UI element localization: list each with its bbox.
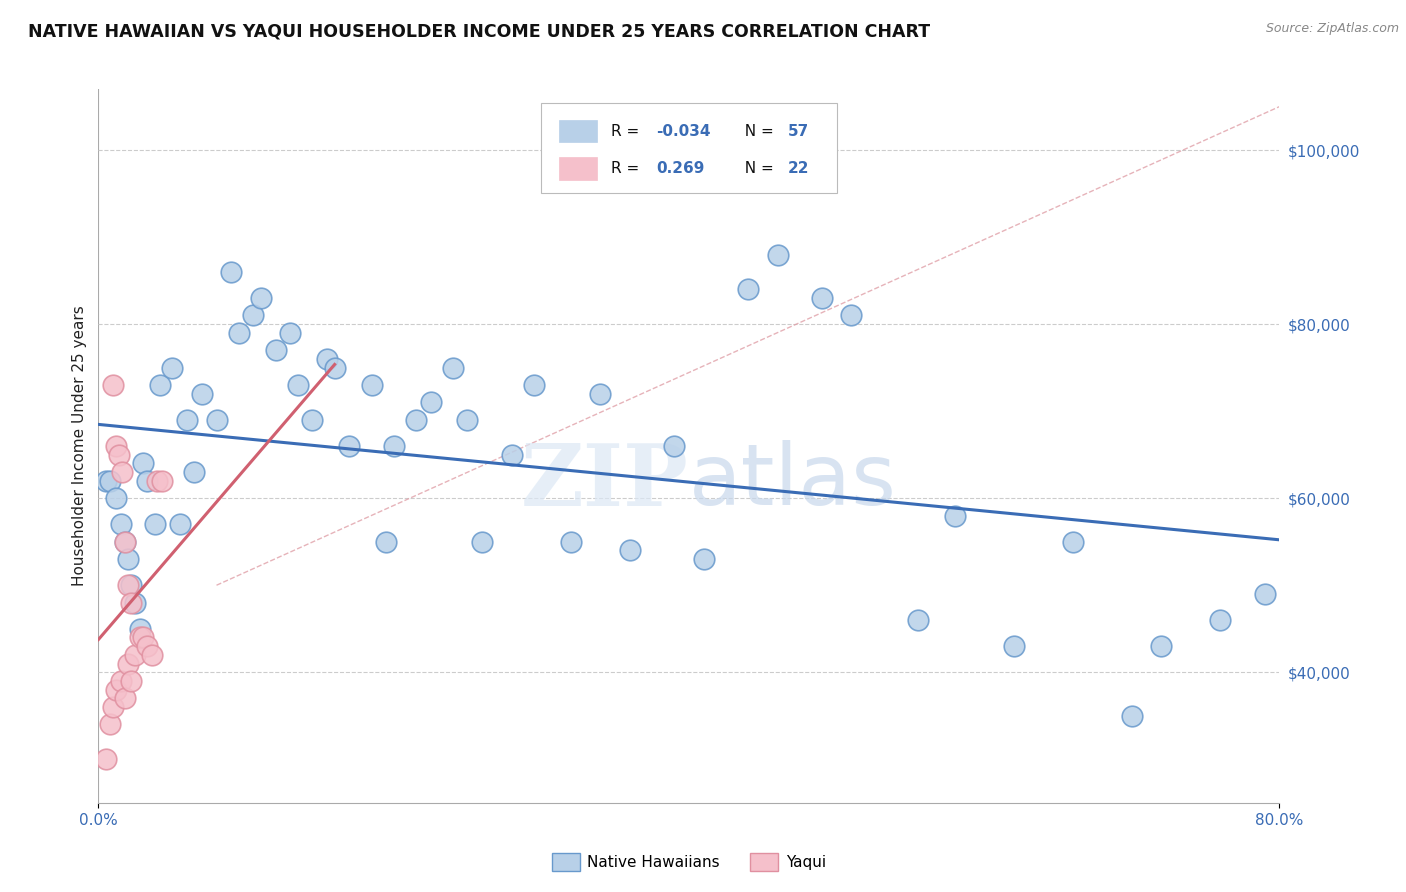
Point <box>375 534 398 549</box>
Text: ZIP: ZIP <box>522 440 689 524</box>
Bar <box>560 120 596 143</box>
Point <box>128 622 150 636</box>
Point <box>108 448 131 462</box>
Point <box>323 360 346 375</box>
Point <box>664 439 686 453</box>
Point <box>219 265 242 279</box>
Point <box>146 474 169 488</box>
Text: -0.034: -0.034 <box>655 123 710 138</box>
Point <box>907 613 929 627</box>
Point <box>287 378 309 392</box>
Point <box>471 534 494 549</box>
Point <box>943 508 966 523</box>
Bar <box>560 157 596 180</box>
Point <box>1002 639 1025 653</box>
Point <box>110 673 132 688</box>
Point <box>228 326 250 340</box>
Point <box>117 552 139 566</box>
Point <box>205 413 228 427</box>
Point <box>136 639 159 653</box>
Text: 57: 57 <box>789 123 810 138</box>
Point <box>94 474 117 488</box>
Point <box>124 596 146 610</box>
Point <box>114 534 136 549</box>
Point <box>191 386 214 401</box>
Point <box>132 631 155 645</box>
Point <box>169 517 191 532</box>
Point <box>105 682 128 697</box>
Point <box>589 386 612 401</box>
Point <box>105 491 128 506</box>
Point <box>301 413 323 427</box>
Point <box>111 465 134 479</box>
Point <box>103 700 125 714</box>
Point <box>456 413 478 427</box>
Point <box>149 378 172 392</box>
Text: R =: R = <box>612 123 644 138</box>
Point <box>501 448 523 462</box>
Point <box>264 343 287 358</box>
Point <box>419 395 441 409</box>
Point <box>176 413 198 427</box>
Point <box>1254 587 1277 601</box>
Point <box>360 378 382 392</box>
Point <box>1150 639 1173 653</box>
Point <box>114 691 136 706</box>
Point <box>1121 708 1143 723</box>
Point <box>242 309 264 323</box>
Point <box>105 439 128 453</box>
Point <box>339 439 360 453</box>
Point <box>693 552 716 566</box>
Point <box>98 474 121 488</box>
Text: N =: N = <box>735 123 779 138</box>
Text: 22: 22 <box>789 161 810 177</box>
Point <box>150 474 173 488</box>
Point <box>94 752 117 766</box>
Point <box>523 378 546 392</box>
Y-axis label: Householder Income Under 25 years: Householder Income Under 25 years <box>72 306 87 586</box>
Point <box>120 596 142 610</box>
Text: NATIVE HAWAIIAN VS YAQUI HOUSEHOLDER INCOME UNDER 25 YEARS CORRELATION CHART: NATIVE HAWAIIAN VS YAQUI HOUSEHOLDER INC… <box>28 22 931 40</box>
Point <box>810 291 832 305</box>
Text: N =: N = <box>735 161 779 177</box>
Point <box>98 717 121 731</box>
Point <box>143 517 166 532</box>
Text: 0.269: 0.269 <box>655 161 704 177</box>
Point <box>278 326 302 340</box>
Point <box>405 413 427 427</box>
Point <box>560 534 582 549</box>
Point <box>120 673 142 688</box>
Text: Source: ZipAtlas.com: Source: ZipAtlas.com <box>1265 22 1399 36</box>
Point <box>128 631 150 645</box>
Point <box>124 648 146 662</box>
Text: atlas: atlas <box>689 440 897 524</box>
Point <box>103 378 125 392</box>
Point <box>162 360 183 375</box>
Point <box>250 291 273 305</box>
Point <box>841 309 863 323</box>
Point <box>1062 534 1084 549</box>
Point <box>1209 613 1232 627</box>
Point <box>132 457 155 471</box>
Point <box>117 657 139 671</box>
Point <box>766 247 789 261</box>
Point <box>619 543 641 558</box>
Point <box>316 351 339 366</box>
Point <box>382 439 405 453</box>
Point <box>441 360 464 375</box>
Point <box>183 465 205 479</box>
Text: R =: R = <box>612 161 644 177</box>
Point <box>117 578 139 592</box>
Point <box>737 282 759 296</box>
FancyBboxPatch shape <box>541 103 837 193</box>
Legend: Native Hawaiians, Yaqui: Native Hawaiians, Yaqui <box>546 847 832 877</box>
Point <box>110 517 132 532</box>
Point <box>136 474 159 488</box>
Point <box>141 648 163 662</box>
Point <box>114 534 136 549</box>
Point <box>120 578 142 592</box>
